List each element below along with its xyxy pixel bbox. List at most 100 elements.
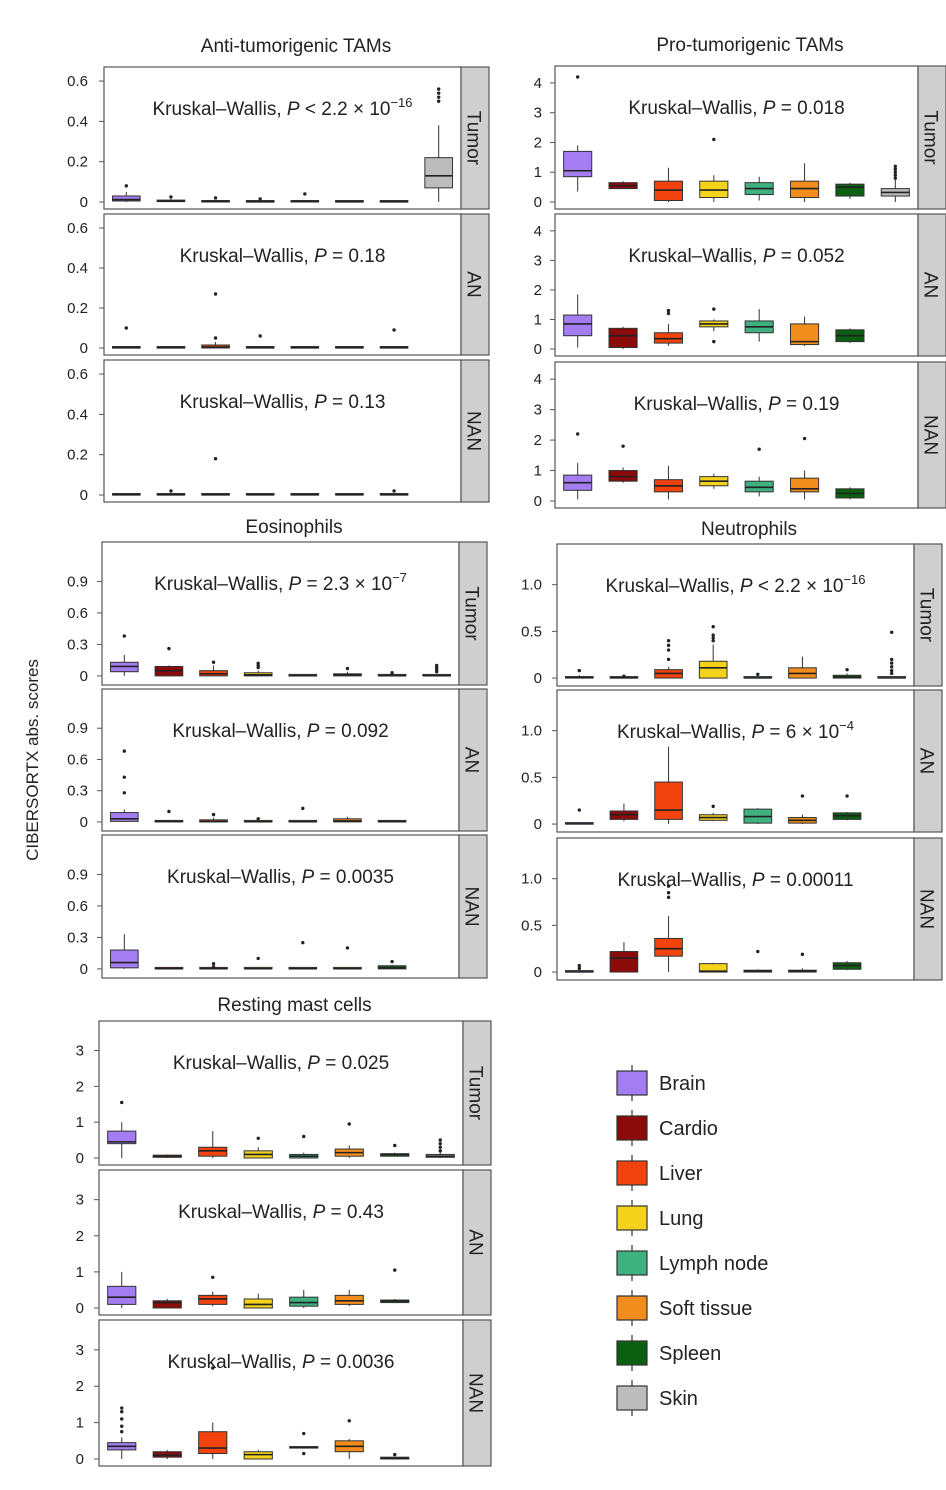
outlier-point — [436, 91, 441, 95]
outlier-point — [120, 1406, 124, 1410]
outlier-point — [256, 661, 260, 666]
box-lymph-node — [743, 949, 773, 973]
outlier-point — [120, 1409, 124, 1414]
y-tick-label: 2 — [534, 134, 542, 151]
facet-an: AN 0 0.5 1.0 Kruskal–Wallis, P = 6 × 10−4 — [521, 689, 943, 833]
panel-frame — [103, 213, 462, 356]
outlier-point — [258, 197, 262, 201]
box-brain — [563, 432, 593, 500]
box-liver — [654, 746, 683, 825]
box-skin — [424, 87, 454, 202]
outlier-point — [711, 633, 715, 637]
y-tick-label: 2 — [76, 1378, 84, 1395]
legend-swatch-lymph-node — [616, 1250, 648, 1276]
legend-item-lung: Lung — [616, 1205, 704, 1231]
box-brain — [109, 749, 139, 822]
outlier-point — [301, 940, 305, 945]
stat-annotation: Kruskal–Wallis, P = 0.18 — [180, 246, 386, 267]
y-tick-label: 3 — [76, 1342, 84, 1359]
box-soft-tissue — [333, 666, 362, 677]
box-iqr — [198, 1431, 228, 1455]
y-tick-label: 0.9 — [67, 720, 88, 737]
box-lung — [243, 817, 273, 823]
outlier-point — [213, 336, 218, 340]
outlier-point — [169, 489, 173, 493]
box-cardio — [156, 489, 186, 496]
box-soft-tissue — [788, 952, 817, 973]
outlier-point — [889, 668, 894, 673]
legend-label-soft-tissue: Soft tissue — [659, 1298, 752, 1320]
outlier-point — [889, 661, 894, 665]
y-tick-label: 1 — [534, 164, 542, 181]
y-tick-label: 3 — [534, 105, 542, 122]
facet-strip-label: NAN — [461, 886, 482, 926]
outlier-point — [167, 646, 171, 651]
box-iqr — [152, 1300, 182, 1309]
outlier-point — [213, 196, 218, 200]
legend-item-lymph-node: Lymph node — [616, 1250, 768, 1276]
y-tick-label: 0.9 — [67, 573, 88, 590]
box-soft-tissue — [788, 656, 817, 679]
panel-frame — [101, 541, 460, 686]
facet-strip — [460, 213, 490, 356]
legend-swatch-cardio — [616, 1115, 648, 1141]
legend-item-spleen: Spleen — [616, 1340, 721, 1366]
box-liver — [199, 812, 228, 823]
box-iqr — [563, 150, 593, 178]
facet-nan: NAN 0 0.2 0.4 0.6 Kruskal–Wallis, P = 0.13 — [67, 359, 490, 504]
facet-strip — [462, 1020, 492, 1166]
y-tick-label: 0 — [534, 964, 542, 981]
facet-nan: NAN 0 1 2 3 4 Kruskal–Wallis, P = 0.19 — [534, 361, 946, 510]
outlier-point — [802, 436, 807, 441]
outlier-point — [711, 636, 715, 640]
outlier-point — [893, 176, 898, 180]
box-liver — [199, 961, 228, 970]
box-spleen — [379, 200, 409, 203]
facet-strip — [458, 541, 488, 686]
legend-label-lymph-node: Lymph node — [659, 1253, 768, 1275]
box-soft-tissue — [334, 1419, 364, 1459]
outlier-point — [666, 657, 671, 662]
outlier-point — [256, 1136, 260, 1140]
facet-tumor: Tumor 0 0.3 0.6 0.9 Kruskal–Wallis, P = 2.3 ×… — [67, 541, 488, 686]
box-lung — [245, 334, 275, 349]
box-brain — [109, 634, 139, 676]
outlier-point — [302, 1134, 306, 1139]
box-liver — [653, 308, 684, 347]
stat-annotation: Kruskal–Wallis, P < 2.2 × 10−16 — [605, 572, 865, 597]
facet-strip-label: Tumor — [461, 586, 482, 641]
outlier-point — [258, 334, 262, 338]
outlier-point — [301, 806, 305, 811]
outlier-point — [256, 817, 260, 821]
y-tick-label: 0 — [80, 487, 88, 504]
box-skin — [422, 663, 452, 677]
box-lung — [243, 1293, 273, 1309]
box-lymph-node — [290, 346, 320, 349]
outlier-point — [712, 339, 716, 344]
y-tick-label: 3 — [76, 1043, 84, 1060]
y-tick-label: 1 — [534, 463, 542, 480]
y-tick-label: 0.2 — [67, 447, 88, 464]
box-lung — [245, 197, 275, 203]
y-tick-label: 0.5 — [521, 769, 542, 786]
box-spleen — [377, 959, 407, 970]
y-tick-label: 2 — [76, 1078, 84, 1095]
box-iqr — [654, 781, 683, 820]
outlier-point — [120, 1430, 124, 1434]
box-lung — [699, 473, 729, 489]
facet-tumor: Tumor 0 0.5 1.0 Kruskal–Wallis, P < 2.2 × 10… — [521, 543, 943, 687]
y-tick-label: 4 — [534, 371, 542, 388]
box-lymph-node — [744, 176, 774, 201]
legend-item-liver: Liver — [616, 1160, 703, 1186]
box-cardio — [156, 195, 186, 203]
box-soft-tissue — [333, 816, 362, 823]
chart-1: Pro-tumorigenic TAMs Tumor 0 1 2 3 4 Kruskal–Wa… — [534, 35, 946, 510]
facet-strip-label: Tumor — [916, 588, 937, 643]
box-iqr — [698, 660, 728, 679]
outlier-point — [666, 643, 671, 648]
facet-strip-label: AN — [465, 1229, 486, 1255]
y-tick-label: 2 — [534, 432, 542, 449]
facet-tumor: Tumor 0 1 2 3 4 Kruskal–Wallis, P = 0.018 — [534, 65, 946, 211]
box-lymph-node — [290, 192, 320, 203]
outlier-point — [756, 949, 760, 954]
